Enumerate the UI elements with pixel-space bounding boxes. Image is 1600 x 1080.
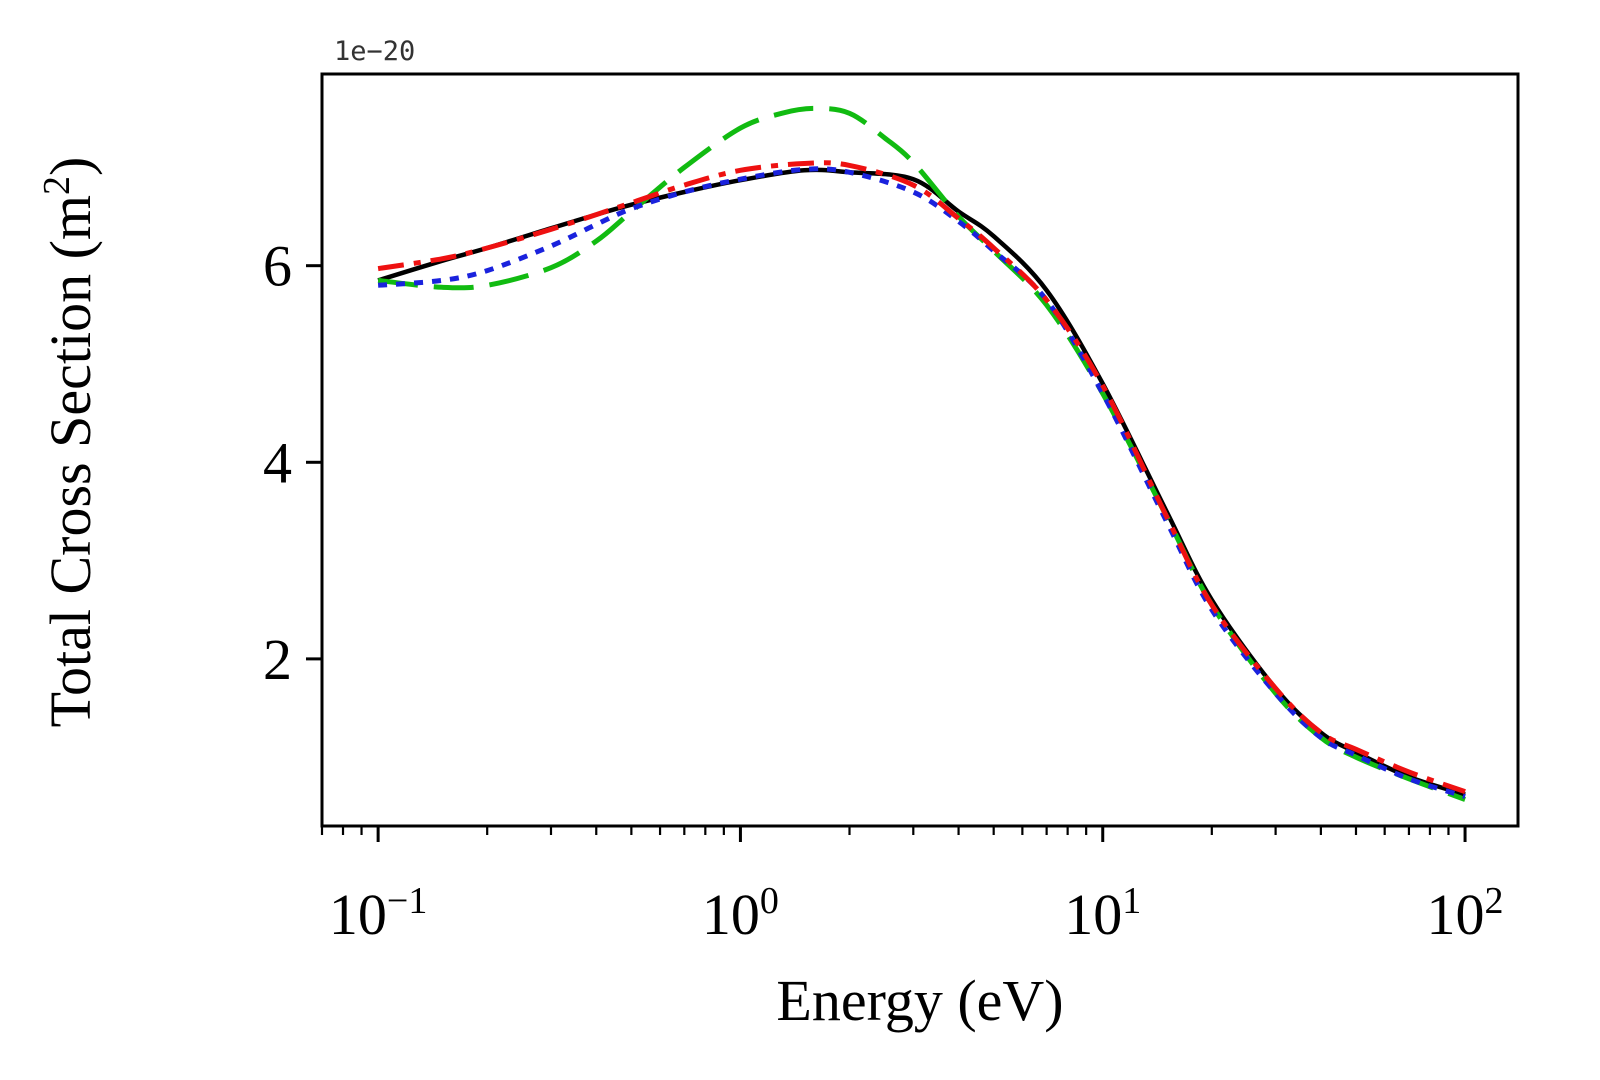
y-tick-label: 4 xyxy=(263,430,292,495)
x-tick-label-exponent: 2 xyxy=(1485,880,1504,922)
series-line-black-solid xyxy=(377,167,1466,797)
y-offset-text: 1e−20 xyxy=(334,36,415,67)
y-axis-label: Total Cross Section (m2) xyxy=(36,157,103,728)
x-tick-label-exponent: 0 xyxy=(760,880,779,922)
y-axis-ticks: 2 4 6 xyxy=(263,234,322,692)
y-tick-label: 6 xyxy=(263,234,292,299)
x-tick-label: 100 xyxy=(702,880,779,947)
x-tick-label: 10−1 xyxy=(329,880,427,947)
x-tick-label-exponent: −1 xyxy=(387,880,427,922)
series-layer xyxy=(377,105,1466,802)
x-tick-label-base: 10 xyxy=(1427,882,1485,947)
y-axis-label-main: Total Cross Section (m xyxy=(38,195,103,727)
x-tick-label-exponent: 1 xyxy=(1122,880,1141,922)
x-tick-label-base: 10 xyxy=(1064,882,1122,947)
x-tick-label-base: 10 xyxy=(329,882,387,947)
x-tick-label: 102 xyxy=(1427,880,1504,947)
x-axis-label: Energy (eV) xyxy=(776,968,1063,1033)
x-tick-label: 101 xyxy=(1064,880,1141,947)
x-axis-ticks: 10−1 100 101 102 xyxy=(320,826,1504,947)
y-axis-label-sup: 2 xyxy=(36,176,78,195)
series-line-red-dashdot xyxy=(377,160,1466,794)
y-axis-label-close: ) xyxy=(38,157,103,176)
x-tick-label-base: 10 xyxy=(702,882,760,947)
plot-frame xyxy=(320,72,1520,828)
y-tick-label: 2 xyxy=(263,627,292,692)
series-line-green-dashed xyxy=(377,105,1466,802)
